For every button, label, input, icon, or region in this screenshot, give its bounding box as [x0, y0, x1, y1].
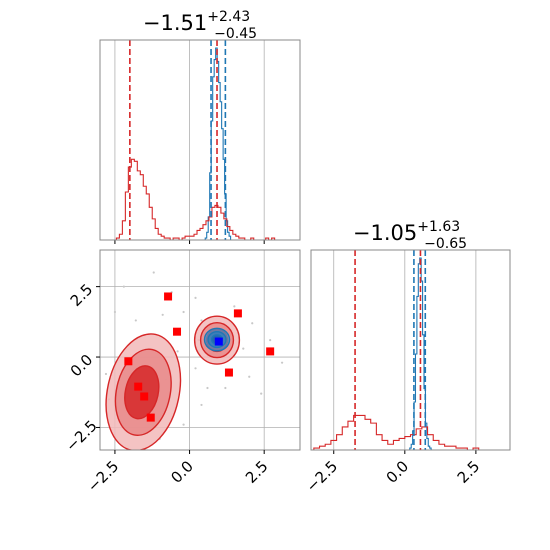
marginal-x-title-sup: +2.43: [207, 9, 250, 25]
sample-point-21: [260, 392, 263, 395]
red-marker-2: [233, 309, 242, 318]
red-marker-4: [224, 368, 233, 377]
sample-point-7: [200, 319, 203, 322]
red-marker-7: [140, 392, 149, 401]
sample-point-6: [182, 310, 185, 314]
marginal-x-panel: −1.51+2.43 −0.45: [99, 9, 301, 244]
sample-point-19: [233, 305, 236, 308]
marginal-y-title-sup: +1.63: [417, 219, 460, 235]
sample-point-12: [194, 367, 197, 370]
marginal-y-title-base: −1.05: [353, 221, 417, 245]
red-marker-8: [146, 413, 155, 422]
joint-ytick-label-0: −2.5: [62, 417, 100, 455]
sample-point-25: [182, 423, 185, 426]
red-marker-0: [164, 292, 173, 301]
sample-point-8: [251, 322, 254, 325]
marginal-y-histograms: [313, 250, 491, 451]
marginal-x-title: −1.51+2.43 −0.45: [143, 9, 257, 42]
sample-point-22: [122, 285, 125, 288]
marginal-x-grid: [114, 40, 265, 244]
marginal-y-xtick-label-0: −2.5: [303, 457, 341, 495]
blue-marker: [214, 337, 223, 346]
joint-xtick-label-1: 0.0: [167, 457, 197, 487]
marginal-y-frame: [310, 249, 511, 451]
sample-point-18: [242, 347, 245, 350]
joint-xtick-label-2: 2.5: [242, 457, 272, 487]
marginal-y-xticks: −2.5 0.0 2.5: [303, 457, 484, 495]
sample-point-17: [200, 403, 203, 407]
red-marker-1: [173, 327, 182, 336]
histogram-series-1: [115, 158, 281, 241]
red-marker-6: [134, 382, 143, 391]
sample-point-11: [176, 350, 179, 353]
joint-frame: [99, 249, 301, 451]
sample-point-26: [248, 375, 251, 378]
marginal-y-xtick-label-2: 2.5: [454, 457, 484, 487]
histogram-series-0: [409, 257, 433, 451]
red-marker-5: [124, 357, 133, 366]
sample-point-23: [224, 386, 227, 390]
sample-point-3: [113, 310, 117, 314]
marginal-y-grid: [333, 250, 477, 454]
marginal-x-histograms: [115, 40, 281, 241]
marginal-y-xtick-label-1: 0.0: [383, 457, 413, 487]
sample-point-5: [161, 313, 164, 316]
sample-point-13: [206, 386, 209, 390]
marginal-y-panel: −1.05+1.63 −0.65 −2.5 0.0 2.5: [303, 219, 511, 496]
sample-point-2: [194, 296, 197, 299]
sample-point-4: [134, 319, 137, 322]
marginal-x-title-base: −1.51: [143, 11, 207, 35]
histogram-series-0: [204, 47, 233, 241]
joint-ytick-label-2: 2.5: [67, 280, 97, 310]
sample-point-10: [280, 361, 284, 364]
joint-panel: −2.5 0.0 2.5 −2.5 0.0 2.5: [62, 249, 301, 496]
joint-xtick-label-0: −2.5: [84, 457, 122, 495]
marginal-x-frame: [99, 39, 301, 241]
joint-ytick-label-1: 0.0: [67, 351, 97, 381]
sample-point-16: [104, 372, 108, 376]
joint-plot-area: [104, 271, 284, 450]
marginal-x-title-sub: −0.45: [214, 26, 257, 42]
histogram-series-1: [313, 414, 491, 451]
marginal-y-title-sub: −0.65: [424, 236, 467, 252]
red-marker-3: [266, 347, 275, 356]
red-contour-2: [124, 365, 160, 420]
sample-point-0: [152, 271, 155, 274]
marginal-y-title: −1.05+1.63 −0.65: [353, 219, 467, 252]
sample-point-9: [269, 339, 272, 342]
